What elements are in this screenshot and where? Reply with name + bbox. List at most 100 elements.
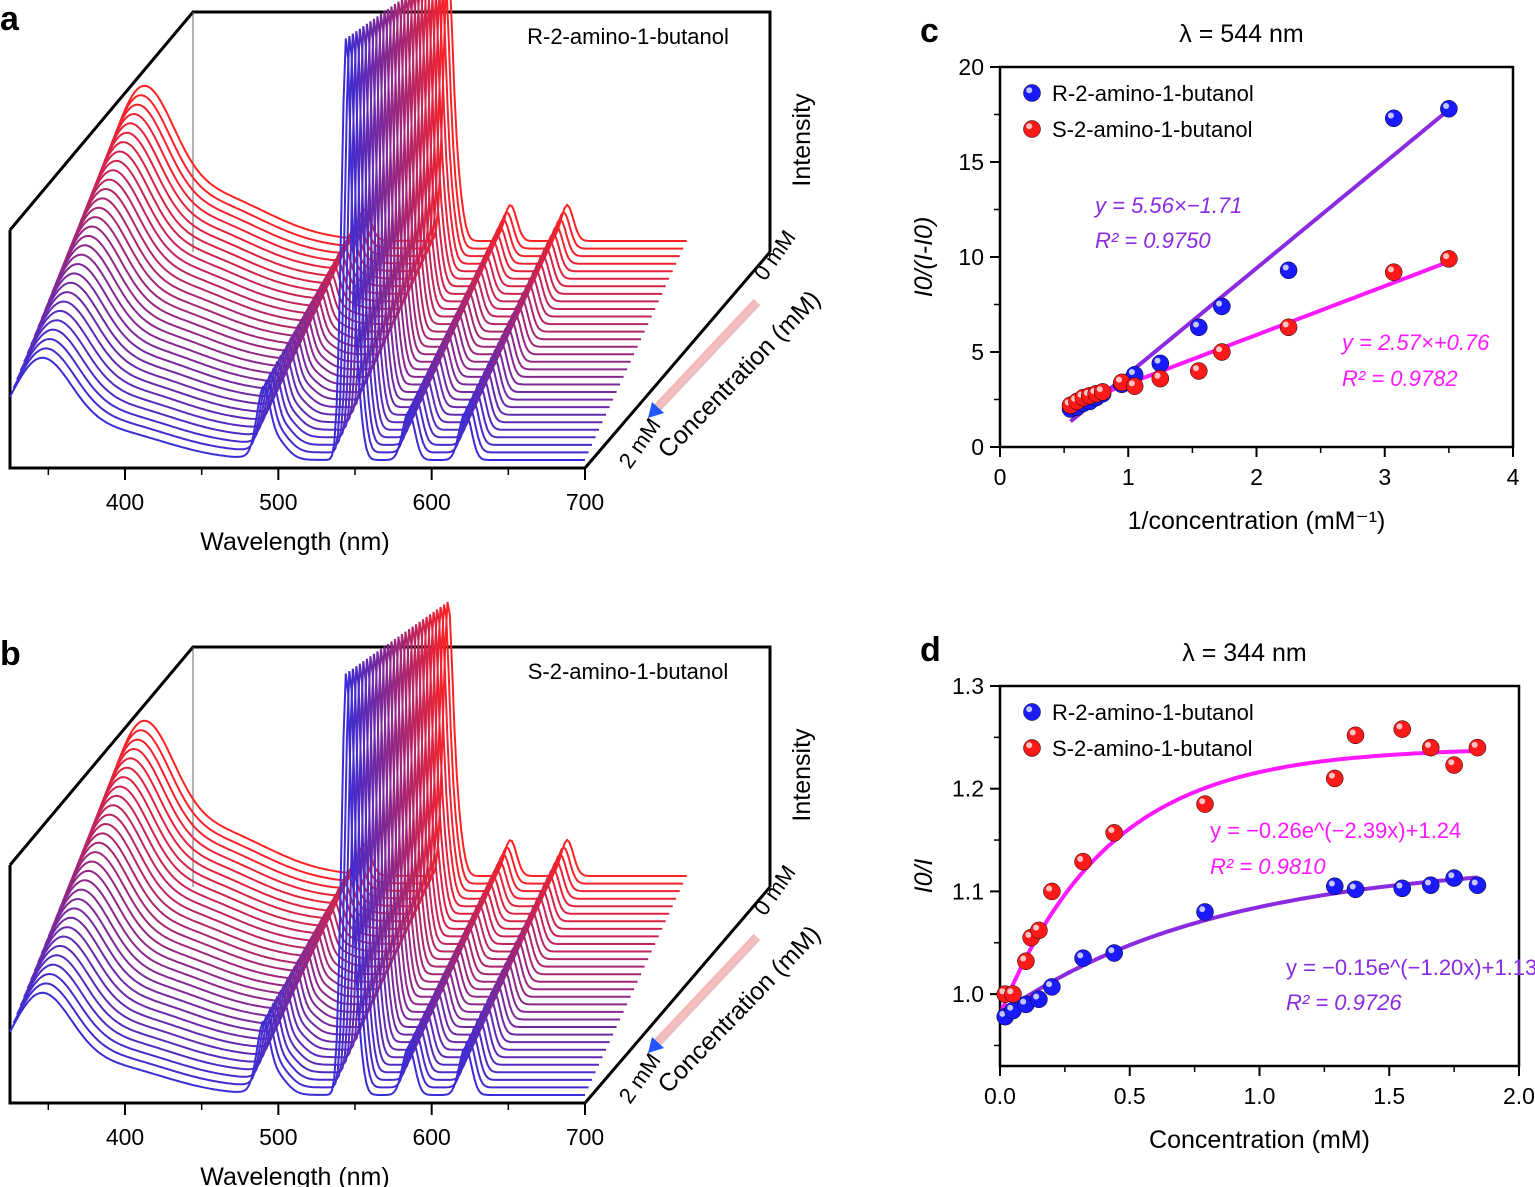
spectrum-trace [33, 21, 610, 409]
data-point-highlight [1424, 879, 1431, 886]
data-point-highlight [1096, 386, 1103, 393]
x-axis-label: Wavelength (nm) [200, 1163, 389, 1187]
concentration-arrow [653, 298, 761, 412]
data-point [1023, 84, 1041, 102]
panel-label-d: d [920, 631, 941, 669]
spectrum-trace [58, 638, 635, 991]
spectrum-trace [37, 18, 614, 401]
data-point-highlight [1192, 365, 1199, 372]
x-tick-label-1.0: 1.0 [1244, 1083, 1276, 1109]
axis-frame-front [8, 865, 585, 1105]
spectrum-trace [86, 0, 663, 295]
spectrum-trace [54, 641, 631, 998]
x-tick-label-600: 600 [412, 1124, 450, 1150]
eq-r-label: y = −0.15e^(−1.20x)+1.13 [1286, 955, 1535, 980]
data-point [1440, 100, 1458, 118]
spectrum-trace [16, 668, 592, 1081]
data-point-highlight [1282, 321, 1289, 328]
data-point [1393, 720, 1411, 738]
data-point-highlight [1033, 924, 1040, 931]
data-point-highlight [1116, 376, 1123, 383]
data-point-highlight [1443, 103, 1450, 109]
z-axis-label: Intensity [788, 93, 816, 187]
data-point [1151, 354, 1170, 373]
spectrum-trace [103, 0, 680, 258]
data-point-highlight [1026, 706, 1033, 713]
y-tick-label-10: 10 [958, 244, 984, 270]
data-point [1384, 263, 1403, 281]
spectrum-trace [16, 33, 592, 446]
waterfall-panel-a: a 400 500 600 700 Wavelength (nm) R-2-amino-1-… [0, 0, 826, 556]
data-point-highlight [1026, 87, 1033, 94]
data-point-highlight [1046, 885, 1053, 892]
spectrum-trace [96, 0, 673, 273]
r2-r-label: R² = 0.9750 [1095, 228, 1211, 253]
data-point-highlight [1443, 253, 1450, 260]
r2-r-label: R² = 0.9726 [1286, 990, 1402, 1015]
axis-frame-back [8, 10, 772, 252]
y-axis-label: I0/(I-I0) [910, 217, 938, 298]
spectrum-trace [54, 6, 631, 363]
x-tick-label-1.5: 1.5 [1373, 1083, 1405, 1109]
eq-s-label: y = −0.26e^(−2.39x)+1.24 [1210, 818, 1461, 843]
data-point-highlight [1108, 947, 1115, 954]
data-point [1346, 880, 1365, 899]
conc-top-label: 0 mM [749, 225, 801, 284]
data-point [1384, 109, 1403, 128]
panel-title: λ = 544 nm [1179, 20, 1303, 48]
spectrum-trace [61, 1, 638, 348]
data-point-highlight [1448, 759, 1455, 766]
spectrum-trace [51, 643, 628, 1006]
fit-line-r [998, 875, 1478, 1017]
panel-title: S-2-amino-1-butanol [528, 659, 729, 684]
data-point-highlight [1154, 372, 1161, 379]
legend-label-1: S-2-amino-1-butanol [1052, 736, 1253, 761]
r2-s-label: R² = 0.9782 [1342, 366, 1458, 391]
x-tick-label-500: 500 [259, 489, 297, 515]
x-tick-label-400: 400 [106, 1124, 144, 1150]
spectrum-trace [72, 0, 649, 326]
data-point [1043, 882, 1061, 901]
axis-frame-back [8, 645, 772, 887]
spectrum-trace [100, 609, 677, 900]
data-point [1093, 383, 1112, 401]
panel-title: R-2-amino-1-butanol [527, 24, 729, 49]
spectrum-trace [89, 616, 666, 923]
spectrum-trace [82, 621, 659, 938]
spectrum-trace [47, 646, 624, 1013]
spectrum-trace [86, 619, 663, 930]
data-point-highlight [1026, 742, 1033, 749]
data-point [1023, 120, 1041, 138]
legend-label-1: S-2-amino-1-butanol [1052, 117, 1253, 142]
spectrum-trace [79, 624, 656, 945]
data-point [1023, 703, 1041, 721]
fit-line-s [998, 748, 1478, 1016]
data-point [1105, 824, 1123, 842]
x-tick-label-700: 700 [566, 489, 604, 515]
data-point [1196, 903, 1214, 921]
data-point-highlight [1424, 741, 1431, 748]
data-point-highlight [1026, 123, 1033, 130]
data-point [1326, 877, 1344, 896]
data-point [1074, 949, 1092, 967]
data-point-highlight [1020, 998, 1027, 1005]
data-point-highlight [1328, 772, 1335, 779]
arrow-head-icon [648, 402, 664, 418]
data-point [1105, 944, 1123, 962]
spectrum-trace [40, 651, 617, 1028]
spectrum-trace [44, 13, 621, 386]
spectrum-trace [65, 0, 642, 341]
spectrum-trace [65, 633, 642, 976]
data-point-highlight [1077, 952, 1084, 959]
concentration-arrow [653, 933, 761, 1047]
spectrum-trace [33, 656, 610, 1044]
x-tick-label-400: 400 [106, 489, 144, 515]
spectrum-trace [93, 614, 670, 915]
spectrum-trace [9, 673, 585, 1096]
data-point [1393, 879, 1411, 898]
spectrum-trace [103, 606, 680, 893]
data-point-highlight [1216, 300, 1223, 307]
y-axis-label: I0/I [910, 859, 938, 894]
data-point [1074, 852, 1092, 871]
spectrum-trace [58, 3, 635, 356]
